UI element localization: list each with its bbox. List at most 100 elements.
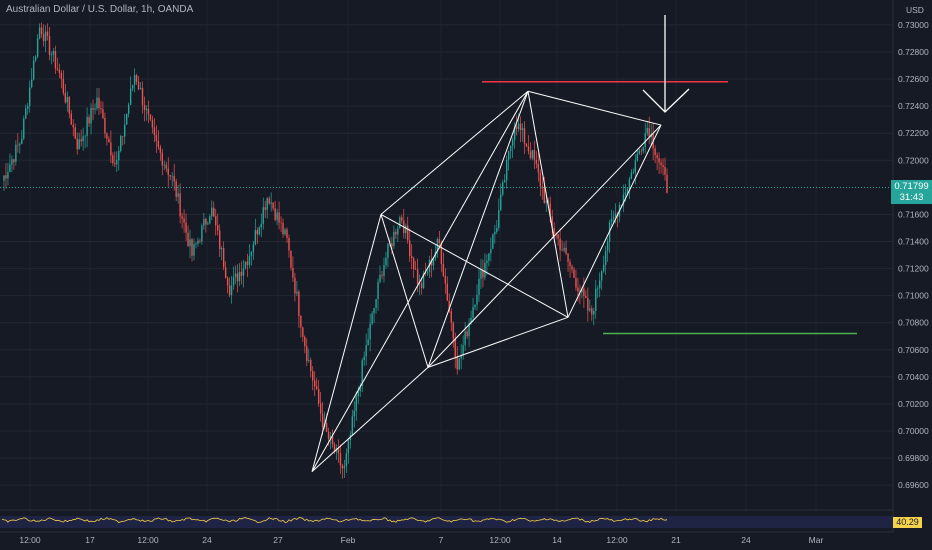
price-tick-label: 0.72600: [898, 74, 929, 84]
down-candle: [414, 269, 417, 270]
up-candle: [11, 159, 13, 165]
up-candle: [351, 416, 354, 435]
time-tick-label: 14: [552, 535, 562, 545]
down-candle: [54, 51, 57, 69]
down-candle: [327, 431, 330, 439]
up-candle: [458, 358, 460, 370]
down-candle: [466, 331, 468, 337]
up-candle: [82, 136, 84, 142]
up-candle: [385, 257, 387, 266]
up-candle: [78, 139, 80, 150]
down-candle: [319, 403, 322, 414]
down-candle: [412, 258, 415, 270]
down-candle: [135, 75, 138, 82]
down-candle: [519, 123, 522, 131]
down-candle: [541, 186, 544, 189]
up-candle: [498, 210, 500, 228]
up-candle: [468, 323, 470, 337]
down-candle: [58, 69, 61, 74]
up-candle: [622, 194, 625, 205]
time-tick-label: 24: [741, 535, 751, 545]
down-candle: [173, 175, 175, 182]
up-candle: [296, 291, 298, 294]
up-candle: [347, 440, 350, 454]
up-candle: [250, 251, 253, 257]
down-candle: [179, 193, 181, 217]
down-candle: [64, 92, 67, 103]
up-candle: [23, 118, 25, 139]
down-candle: [438, 239, 441, 244]
up-candle: [355, 396, 357, 411]
down-candle: [282, 222, 284, 235]
down-candle: [72, 124, 74, 128]
up-candle: [478, 278, 480, 295]
up-candle: [634, 160, 637, 173]
down-candle: [217, 225, 219, 231]
down-candle: [185, 222, 187, 233]
price-tick-label: 0.72000: [898, 155, 929, 165]
down-candle: [539, 172, 542, 187]
down-candle: [159, 146, 162, 153]
down-candle: [314, 380, 316, 387]
down-candle: [175, 181, 177, 197]
up-candle: [505, 159, 508, 181]
down-candle: [559, 238, 561, 251]
price-tick-label: 0.71600: [898, 209, 929, 219]
up-candle: [581, 288, 583, 293]
down-candle: [391, 243, 393, 246]
price-axis[interactable]: USD 0.73000 0.72800 0.72600 0.72400 0.72200 0…: [898, 5, 929, 490]
down-candle: [112, 155, 114, 164]
down-candle: [280, 222, 282, 224]
down-candle: [92, 107, 94, 110]
time-tick-label: 7: [439, 535, 444, 545]
down-candle: [446, 283, 449, 301]
up-candle: [252, 244, 255, 252]
candlestick-series: [3, 22, 668, 479]
down-candle: [137, 81, 140, 90]
up-candle: [197, 240, 199, 244]
up-candle: [189, 239, 191, 247]
bar-countdown: 31:43: [899, 192, 924, 203]
time-axis[interactable]: 12:00 17 12:00 24 27 Feb 7 12:00 14 12:00 21 24 Mar: [19, 535, 823, 545]
down-candle: [161, 152, 164, 166]
down-candle: [108, 139, 110, 143]
price-tick-label: 0.70600: [898, 345, 929, 355]
up-candle: [636, 153, 639, 161]
price-tick-label: 0.70200: [898, 399, 929, 409]
down-candle: [341, 465, 344, 469]
up-candle: [139, 88, 142, 90]
up-candle: [129, 88, 132, 105]
down-candle: [662, 165, 664, 167]
down-candle: [444, 275, 447, 284]
up-candle: [377, 282, 379, 300]
down-candle: [640, 150, 642, 152]
down-candle: [74, 127, 76, 139]
up-candle: [29, 87, 31, 107]
up-candle: [460, 355, 462, 359]
down-candle: [664, 166, 666, 175]
pattern-line: [527, 90, 662, 126]
up-candle: [27, 106, 29, 109]
pattern-line: [527, 91, 569, 318]
up-candle: [517, 123, 520, 129]
harmonic-pattern-drawing[interactable]: [311, 90, 662, 473]
pattern-line: [567, 124, 662, 318]
price-tick-label: 0.70400: [898, 372, 929, 382]
up-candle: [86, 117, 88, 136]
down-candle: [529, 151, 532, 159]
down-candle: [587, 297, 589, 311]
down-arrow-annotation[interactable]: [642, 15, 690, 113]
up-candle: [480, 270, 482, 279]
up-candle: [602, 265, 605, 272]
up-candle: [496, 227, 498, 232]
up-candle: [595, 288, 597, 311]
time-tick-label: Mar: [809, 535, 824, 545]
pattern-line: [311, 367, 429, 473]
down-candle: [80, 139, 82, 142]
down-candle: [226, 277, 229, 286]
up-candle: [220, 247, 223, 250]
down-candle: [525, 143, 528, 147]
up-candle: [242, 268, 245, 276]
down-candle: [106, 133, 108, 140]
